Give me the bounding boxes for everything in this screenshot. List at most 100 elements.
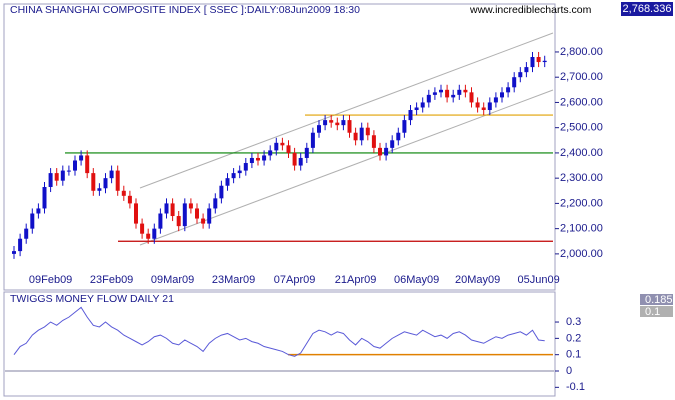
candle-body [158,213,163,229]
candle-body [396,132,401,141]
x-tick-label: 21Apr09 [335,274,377,286]
indicator-title: TWIGGS MONEY FLOW DAILY 21 [10,293,174,305]
candle-body [286,145,291,153]
indicator-panel [3,291,556,397]
candle-body [121,190,126,196]
candle-body [378,147,382,156]
candle-body [268,150,273,156]
candle-body [542,60,547,63]
candle-body [201,218,206,224]
candle-body [274,142,279,151]
indicator-line [13,306,545,357]
candle-body [127,195,132,204]
candle-body [493,97,498,103]
x-tick-label: 23Feb09 [90,274,133,286]
x-tick-label: 05Jun09 [517,274,559,286]
y-tick-label: 2,300.00 [560,172,603,184]
y-tick-label: 2,100.00 [560,223,603,235]
candle-body [66,170,71,172]
channel-line [139,32,554,189]
candle-body [481,107,486,111]
candle-body [18,238,23,252]
y-tick-label: 0.2 [566,332,581,344]
candle-body [195,208,199,219]
last-price: 2,768.336 [623,3,672,15]
candle-body [54,173,59,181]
candle-body [506,87,511,93]
y-tick-label: 2,000.00 [560,248,603,260]
candle-body [213,198,218,209]
candle-body [402,120,407,133]
y-tick-label: 2,700.00 [560,71,603,83]
candle-body [390,140,395,148]
candle-body [365,127,370,136]
candle-body [42,186,47,209]
candle-body [237,170,242,174]
candle-body [304,147,309,158]
candle-body [176,216,181,227]
candle-body [30,213,35,229]
candle-body [219,185,224,199]
candle-body [451,94,456,98]
candle-body [420,102,425,108]
candle-body [353,132,358,141]
candle-body [469,92,474,103]
level-label: 0.1 [645,306,660,318]
price-panel [3,3,556,291]
candle-body [487,102,492,111]
candle-body [12,251,16,254]
candle-body [524,67,529,73]
last-indicator-box [640,294,673,305]
x-tick-label: 23Mar09 [212,274,255,286]
candle-body [310,132,315,148]
candle-body [317,125,321,133]
candle-body [536,57,541,63]
candle-body [152,228,157,239]
level-box [640,306,673,317]
candle-body [280,142,285,146]
x-tick-label: 07Apr09 [274,274,316,286]
candle-body [432,92,437,95]
candle-body [384,147,389,156]
y-tick-label: -0.1 [566,381,585,393]
candle-body [170,203,175,217]
x-tick-label: 20May09 [455,274,500,286]
candle-body [457,89,462,95]
candle-body [60,170,65,181]
candle-body [36,208,41,214]
candle-body [371,135,376,148]
candle-body [109,170,114,179]
candle-body [188,203,193,209]
candle-body [500,92,504,98]
candle-body [298,157,303,166]
candle-body [182,203,187,227]
candle-body [439,89,443,93]
candle-body [463,89,468,93]
candle-body [79,155,84,161]
x-tick-label: 09Feb09 [29,274,72,286]
candle-body [249,157,254,164]
candle-body [512,77,517,88]
candle-body [85,155,90,174]
candle-body [323,120,328,126]
candle-body [426,94,431,103]
candle-body [475,102,480,108]
candle-body [341,120,346,126]
candle-body [146,233,151,239]
candle-body [207,208,212,224]
candle-body [408,110,413,121]
y-tick-label: 0 [566,365,572,377]
candle-body [231,173,236,179]
source: www.incrediblecharts.com [469,4,592,16]
y-tick-label: 2,200.00 [560,197,603,209]
candle-body [134,203,138,224]
x-tick-label: 06May09 [394,274,439,286]
candle-body [518,72,523,78]
candle-body [115,170,120,191]
candle-body [347,120,352,133]
candle-body [292,152,297,166]
candle-body [140,223,145,234]
candle-body [359,127,364,141]
candle-body [103,178,108,189]
candle-body [335,122,340,126]
